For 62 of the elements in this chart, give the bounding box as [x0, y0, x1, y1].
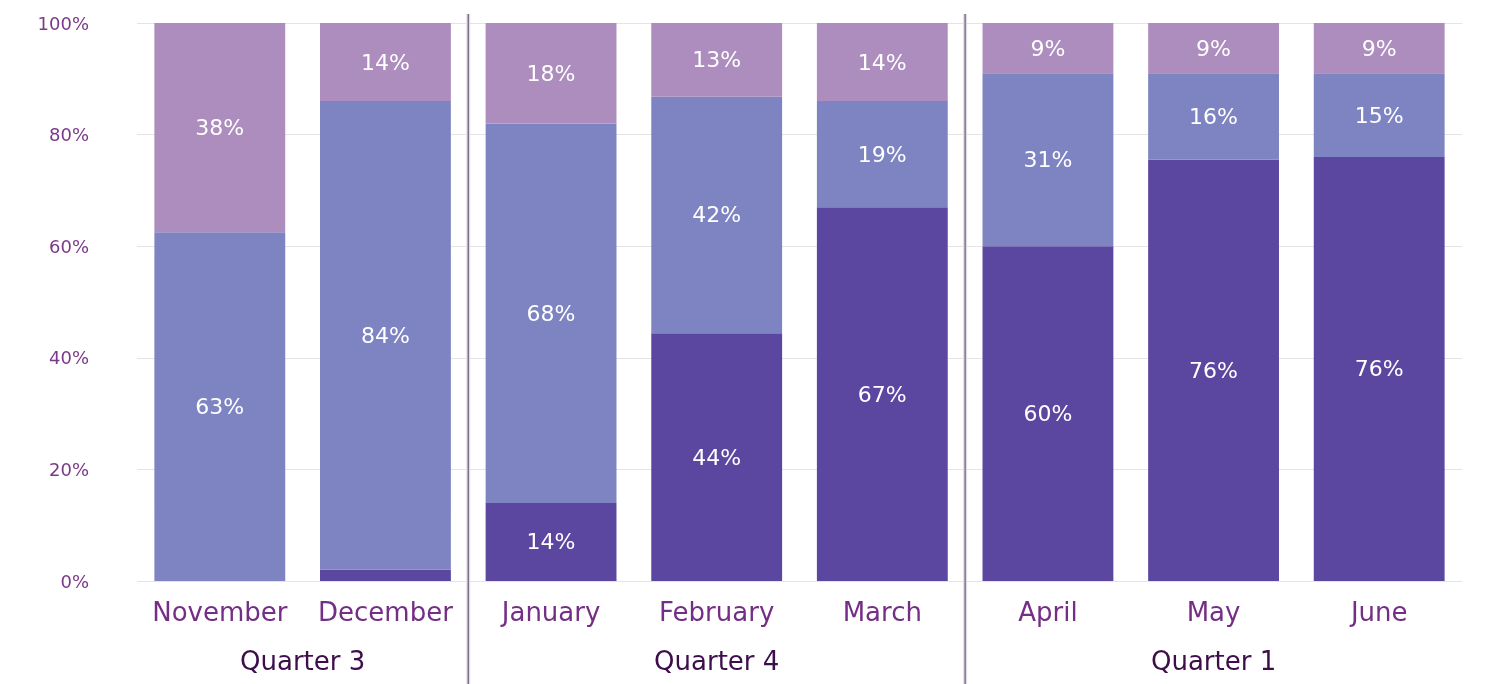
data-label: 14% — [857, 49, 907, 75]
data-label: 60% — [1023, 401, 1073, 427]
x-tick-label: December — [318, 597, 454, 627]
bar — [1148, 23, 1279, 74]
data-label: 14% — [360, 49, 410, 75]
y-tick-label: 20% — [48, 458, 89, 480]
y-tick-label: 80% — [48, 124, 89, 146]
bar — [816, 23, 948, 102]
data-label: 68% — [526, 300, 576, 326]
data-label: 31% — [1023, 147, 1073, 173]
data-label: 16% — [1189, 103, 1239, 129]
data-label: 67% — [857, 381, 907, 407]
bar — [982, 73, 1114, 247]
bar — [982, 246, 1114, 581]
data-label: 76% — [1354, 356, 1404, 382]
x-tick-label: June — [1348, 597, 1408, 627]
bar — [154, 232, 286, 581]
bar — [816, 207, 948, 581]
data-label: 13% — [692, 47, 742, 73]
y-tick-label: 60% — [48, 235, 89, 257]
text: Quarter 1 — [1150, 646, 1277, 676]
data-label: 15% — [1354, 102, 1404, 128]
bar — [485, 502, 617, 581]
data-label: 38% — [195, 115, 245, 141]
data-label: 14% — [526, 529, 576, 555]
data-label: 19% — [857, 141, 907, 167]
x-tick-label: April — [1018, 597, 1078, 627]
y-tick-label: 40% — [48, 347, 89, 369]
bar — [154, 23, 286, 233]
data-label: 18% — [526, 60, 576, 86]
bar — [1148, 159, 1279, 581]
bar — [485, 23, 617, 124]
x-tick-label: March — [842, 597, 922, 627]
x-tick-label: May — [1186, 597, 1241, 627]
bar — [485, 123, 617, 503]
x-tick-label: January — [499, 597, 601, 627]
bar — [320, 23, 451, 102]
data-label: 84% — [360, 322, 410, 348]
text: Quarter 3 — [239, 646, 366, 676]
bar — [320, 569, 451, 581]
y-tick-label: 100% — [37, 12, 89, 34]
bar — [982, 23, 1114, 74]
bar — [1313, 23, 1445, 74]
data-label: 9% — [1196, 35, 1232, 61]
bar — [651, 333, 783, 581]
data-label: 76% — [1189, 357, 1239, 383]
data-label: 9% — [1361, 35, 1397, 61]
bar — [1313, 156, 1445, 581]
x-tick-label: February — [659, 597, 775, 627]
text: Quarter 4 — [654, 646, 780, 676]
bar — [651, 23, 783, 97]
data-label: 42% — [692, 202, 742, 228]
bar — [1313, 73, 1445, 157]
bar — [651, 96, 783, 334]
bar — [816, 101, 948, 208]
x-tick-label: November — [152, 597, 288, 627]
y-tick-label: 0% — [60, 570, 89, 592]
bar — [1148, 73, 1279, 160]
bar — [320, 101, 451, 570]
data-label: 63% — [195, 394, 245, 420]
data-label: 9% — [1030, 35, 1066, 61]
data-label: 44% — [692, 444, 742, 470]
